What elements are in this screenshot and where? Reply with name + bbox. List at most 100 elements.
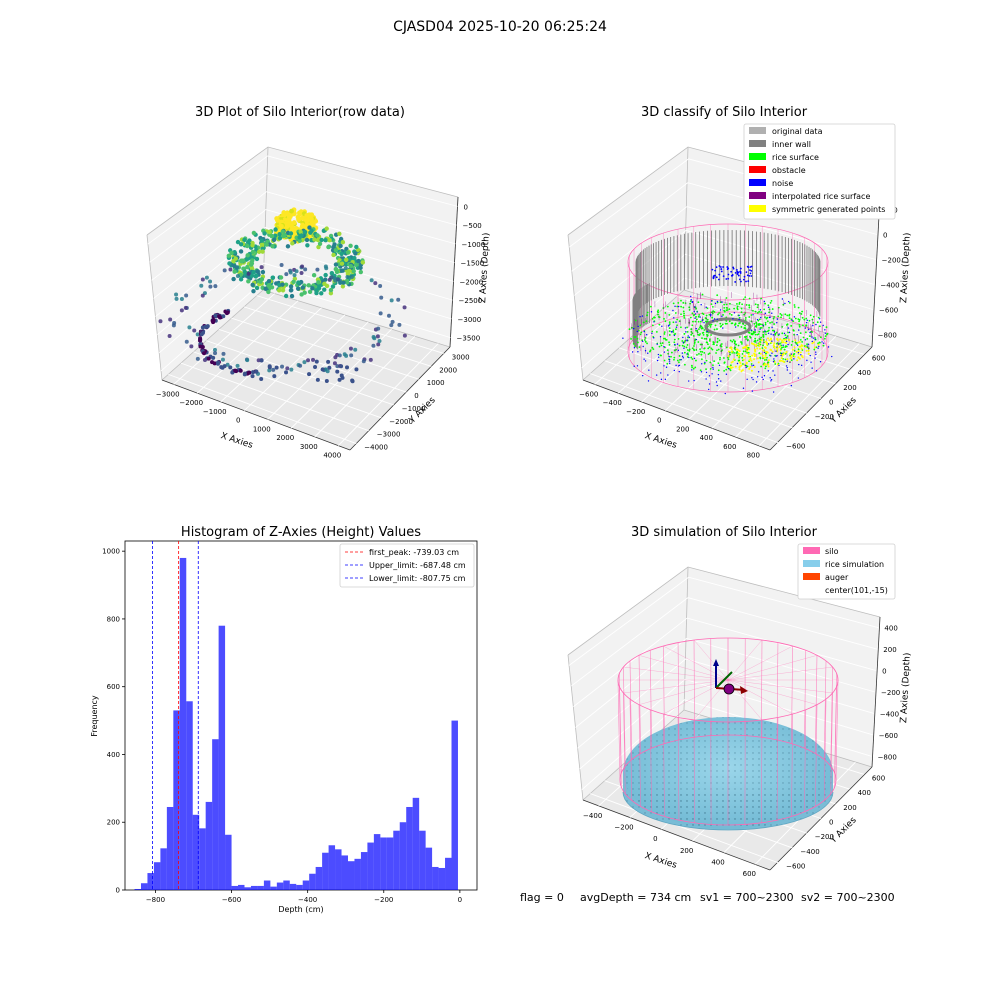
- rice-surface-point: [816, 321, 819, 324]
- rice-surface-point: [813, 348, 816, 351]
- noise-point: [804, 339, 807, 341]
- rice-surface-point: [768, 326, 770, 329]
- data-point: [245, 264, 250, 270]
- noise-point: [745, 271, 748, 274]
- rice-surface-point: [708, 313, 711, 316]
- legend-label: interpolated rice surface: [772, 192, 870, 201]
- noise-point: [641, 315, 644, 317]
- rice-surface-point: [753, 331, 756, 334]
- symmetric-point: [754, 344, 757, 347]
- data-point: [306, 358, 311, 363]
- noise-point: [750, 275, 753, 277]
- rice-surface-point: [744, 317, 747, 319]
- noise-point: [800, 354, 802, 356]
- noise-point: [808, 328, 810, 331]
- rice-surface-point: [738, 359, 741, 362]
- rice-surface-point: [790, 359, 793, 362]
- y-tick-label: 400: [858, 369, 871, 377]
- noise-point: [782, 344, 784, 346]
- data-point: [208, 284, 213, 289]
- noise-point: [665, 366, 668, 368]
- y-tick-label: 600: [872, 774, 885, 782]
- histogram-bar: [438, 867, 446, 890]
- rice-surface-point: [741, 356, 744, 359]
- rice-surface-point: [738, 303, 741, 305]
- data-point: [288, 284, 294, 289]
- noise-point: [686, 353, 688, 355]
- data-point: [238, 368, 243, 373]
- rice-surface-point: [684, 302, 687, 305]
- noise-point: [676, 343, 679, 345]
- data-point: [290, 241, 295, 246]
- symmetric-point: [800, 355, 803, 358]
- noise-point: [715, 276, 718, 279]
- noise-point: [733, 312, 736, 314]
- rice-surface-point: [765, 317, 768, 320]
- histogram-bar: [296, 884, 303, 890]
- rice-surface-point: [712, 364, 714, 367]
- rice-surface-point: [703, 347, 706, 350]
- data-point: [299, 233, 304, 238]
- data-point: [358, 269, 364, 275]
- noise-point: [710, 300, 713, 302]
- noise-point: [734, 281, 737, 283]
- symmetric-point: [772, 344, 775, 347]
- noise-point: [719, 309, 722, 311]
- symmetric-point: [750, 369, 753, 372]
- noise-point: [718, 273, 721, 276]
- symmetric-point: [778, 359, 781, 362]
- noise-point: [821, 341, 823, 343]
- symmetric-point: [764, 347, 767, 350]
- rice-surface-point: [666, 305, 669, 308]
- silo-strut: [663, 646, 665, 744]
- data-point: [344, 246, 349, 252]
- symmetric-point: [767, 359, 770, 362]
- noise-point: [761, 376, 763, 379]
- rice-surface-point: [642, 321, 645, 324]
- rice-surface-point: [760, 311, 763, 314]
- data-point: [216, 360, 221, 365]
- rice-surface-point: [668, 321, 671, 323]
- rice-surface-point: [667, 352, 670, 355]
- data-point: [289, 367, 294, 372]
- noise-point: [633, 347, 636, 349]
- symmetric-point: [737, 349, 740, 352]
- rice-surface-point: [700, 358, 703, 361]
- symmetric-point: [751, 354, 754, 357]
- histogram-bar: [231, 885, 239, 890]
- noise-point: [804, 327, 807, 329]
- noise-point: [776, 318, 779, 320]
- rice-surface-point: [668, 343, 671, 346]
- rice-surface-point: [678, 355, 681, 357]
- noise-point: [694, 313, 697, 315]
- x-tick-label: −200: [626, 408, 645, 416]
- rice-surface-point: [672, 331, 675, 333]
- noise-point: [798, 363, 800, 366]
- rice-surface-point: [763, 359, 766, 361]
- symmetric-point: [732, 358, 735, 361]
- data-point: [242, 237, 247, 243]
- silo-strut: [834, 673, 837, 773]
- rice-surface-point: [720, 343, 723, 345]
- noise-point: [641, 340, 644, 342]
- silo-strut: [823, 699, 827, 801]
- y-tick-label: 2000: [439, 366, 457, 374]
- symmetric-point: [748, 367, 751, 370]
- rice-surface-point: [722, 357, 725, 359]
- legend-label: auger: [825, 573, 849, 582]
- noise-point: [796, 344, 799, 346]
- rice-surface-point: [824, 335, 827, 338]
- symmetric-point: [758, 342, 761, 345]
- histogram-bar: [276, 882, 284, 890]
- rice-surface-point: [691, 324, 694, 327]
- grid-line: [618, 347, 807, 414]
- classify-3d-panel: 3D classify of Silo Interior −600 −400 −20…: [567, 105, 913, 460]
- grid-line: [147, 155, 458, 245]
- rice-surface-point: [676, 318, 679, 321]
- figure-suptitle: CJASD04 2025-10-20 06:25:24: [393, 19, 607, 35]
- noise-point: [780, 354, 782, 357]
- silo-roof-spoke: [727, 655, 818, 681]
- data-point: [174, 296, 179, 301]
- data-point: [231, 258, 236, 264]
- data-point: [199, 283, 204, 288]
